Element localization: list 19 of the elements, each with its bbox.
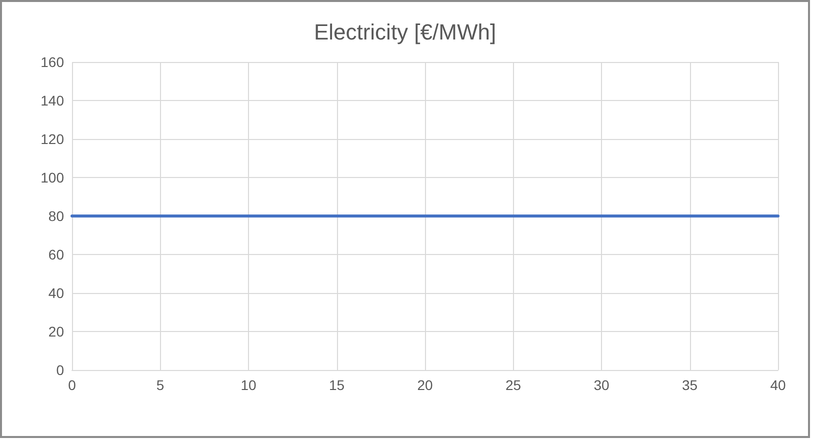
x-tick-label: 15 — [328, 377, 345, 393]
x-tick-label: 5 — [156, 377, 164, 393]
x-tick-label: 20 — [417, 377, 433, 393]
y-tick-label: 160 — [40, 54, 64, 70]
chart-title: Electricity [€/MWh] — [314, 20, 496, 44]
y-tick-label: 0 — [56, 362, 64, 378]
x-tick-label: 30 — [594, 377, 610, 393]
y-tick-label: 20 — [48, 324, 64, 340]
x-tick-label: 25 — [505, 377, 522, 393]
y-tick-label: 80 — [48, 208, 64, 224]
y-tick-label: 100 — [40, 170, 64, 186]
y-tick-label: 60 — [48, 246, 64, 262]
x-tick-label: 40 — [770, 377, 786, 393]
x-tick-label: 10 — [240, 377, 256, 393]
x-tick-label: 0 — [68, 377, 76, 393]
y-tick-label: 120 — [40, 131, 64, 147]
y-tick-label: 40 — [48, 285, 64, 301]
x-tick-label: 35 — [682, 377, 698, 393]
y-tick-label: 140 — [40, 92, 64, 108]
